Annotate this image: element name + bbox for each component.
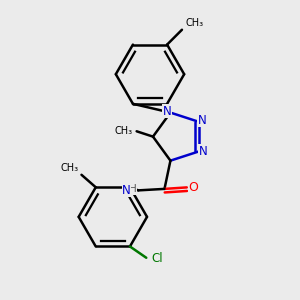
Text: N: N	[199, 145, 208, 158]
Text: N: N	[198, 114, 207, 127]
Text: H: H	[129, 184, 136, 194]
Text: CH₃: CH₃	[115, 126, 133, 136]
Text: CH₃: CH₃	[60, 163, 79, 173]
Text: CH₃: CH₃	[185, 18, 204, 28]
Text: O: O	[188, 181, 198, 194]
Text: N: N	[122, 184, 131, 196]
Text: N: N	[163, 105, 171, 118]
Text: Cl: Cl	[152, 252, 163, 265]
